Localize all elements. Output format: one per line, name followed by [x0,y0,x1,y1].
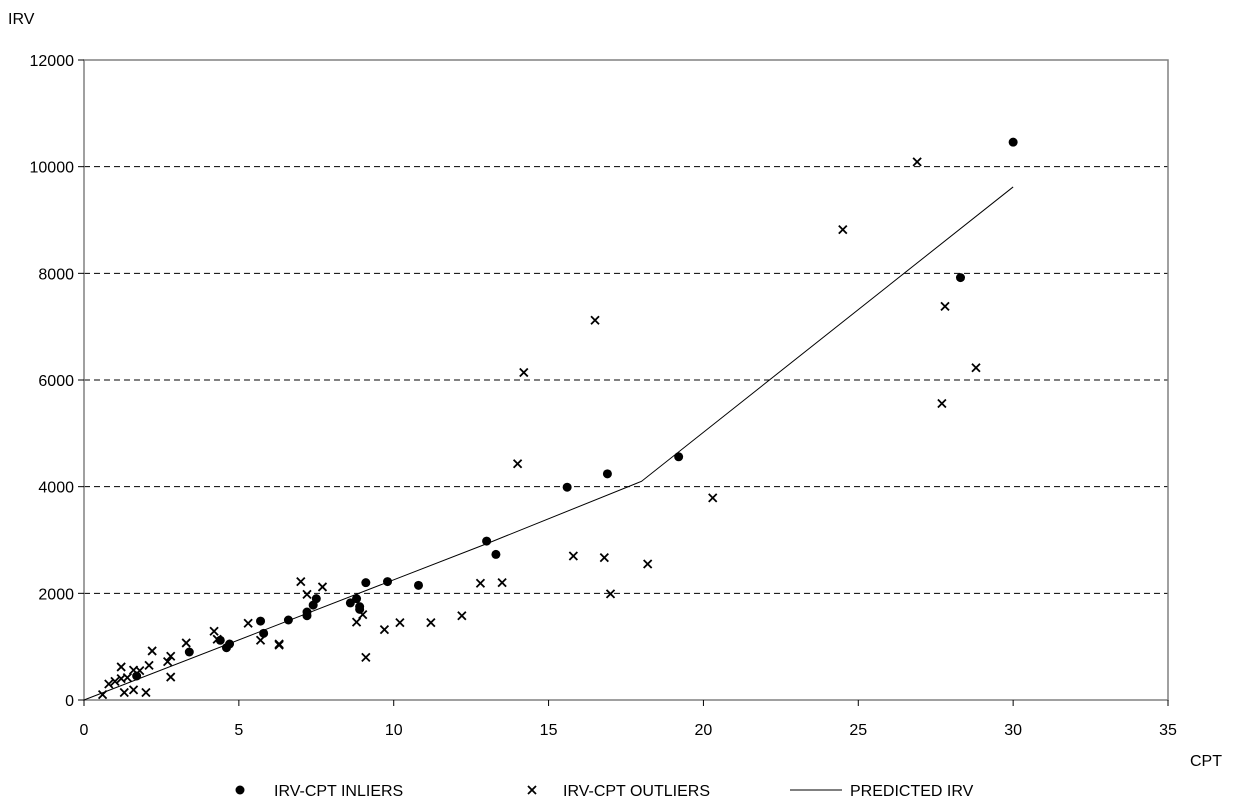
legend-label: IRV-CPT INLIERS [274,783,403,800]
inlier-point [132,671,142,681]
x-tick-label: 35 [1159,722,1177,739]
outlier-point [838,224,848,235]
inlier-point [259,628,269,638]
outlier-point [144,660,154,670]
outlier-point [497,578,507,588]
outlier-point [426,618,436,628]
inlier-point [1008,137,1018,147]
outlier-point [475,578,486,588]
inlier-point [302,607,312,617]
outlier-point [166,672,176,682]
predicted-irv-line [83,186,1014,701]
inlier-point [491,549,501,559]
gridlines [84,166,1168,594]
outlier-point [209,626,219,636]
inlier-point [311,594,321,604]
y-tick-label: 12000 [30,53,75,70]
inlier-point [355,604,365,614]
outlier-point [379,624,390,635]
y-tick-label: 2000 [38,586,74,603]
outlier-point [358,610,368,620]
legend-item: IRV-CPT OUTLIERS [527,783,710,800]
y-tick-label: 10000 [30,160,75,177]
outlier-point [122,672,132,683]
outlier-point [599,552,609,563]
legend-x-symbol [527,785,537,795]
outlier-point [512,459,523,469]
inlier-point [256,616,266,626]
outlier-point [141,687,151,698]
x-tick-label: 20 [695,722,713,739]
legend-label: IRV-CPT OUTLIERS [563,783,710,800]
outlier-point [605,589,616,599]
y-tick-label: 6000 [38,373,74,390]
outlier-point [110,676,120,686]
x-axis-title: CPT [1190,753,1222,770]
x-tick-label: 5 [234,722,243,739]
outlier-point [274,640,284,650]
outlier-point [212,634,222,644]
y-tick-label: 8000 [38,266,74,283]
outlier-point [147,646,157,656]
outlier-point [255,635,266,645]
y-tick-label: 0 [65,693,74,710]
inlier-point [674,452,684,462]
outlier-point [128,685,139,695]
x-tick-label: 0 [80,722,89,739]
outlier-point [643,559,653,569]
legend-label: PREDICTED IRV [850,783,974,800]
outlier-point [166,651,176,661]
x-tick-label: 10 [385,722,403,739]
outlier-point [116,662,126,672]
outlier-point [243,618,253,628]
markers-layer [97,137,1018,700]
outlier-point [317,582,328,592]
outlier-point [590,315,600,325]
inlier-point [562,482,572,492]
outlier-point [937,398,947,409]
outlier-point [296,576,306,587]
legend-item: IRV-CPT INLIERS [235,783,403,800]
outlier-point [97,690,108,700]
inlier-point [184,647,194,657]
outlier-point [568,551,578,561]
x-tick-label: 15 [540,722,558,739]
predicted-line-layer [83,186,1014,701]
inlier-point [283,615,293,625]
inlier-point [225,639,235,649]
legend: IRV-CPT INLIERS IRV-CPT OUTLIERS PREDICTED… [235,783,974,800]
outlier-point [912,157,922,167]
legend-item: PREDICTED IRV [790,783,974,800]
outlier-point [457,611,467,621]
outlier-point [971,363,981,373]
x-tick-label: 30 [1004,722,1022,739]
inlier-point [413,580,423,590]
outlier-point [302,589,312,600]
y-axis-title: IRV [8,11,35,28]
outlier-point [395,618,405,628]
outlier-point [351,617,362,627]
inlier-point [352,594,362,604]
outlier-point [940,301,950,312]
inlier-point [383,577,393,587]
outlier-point [104,679,114,689]
inlier-point [482,536,492,546]
legend-dot-symbol [235,785,245,795]
outlier-point [519,367,529,378]
outlier-point [181,638,191,648]
tick-labels: 0 2000 4000 6000 8000 10000 12000 0 5 10 15 20 25 30 3… [30,53,1178,739]
inlier-point [361,578,371,588]
x-tick-label: 25 [849,722,867,739]
outlier-point [135,666,145,676]
outlier-point [162,656,173,667]
inlier-point [955,273,965,283]
y-tick-label: 4000 [38,480,74,497]
inlier-point [602,469,612,479]
outlier-point [119,687,129,698]
outlier-point [361,652,371,662]
outlier-point [708,493,718,503]
